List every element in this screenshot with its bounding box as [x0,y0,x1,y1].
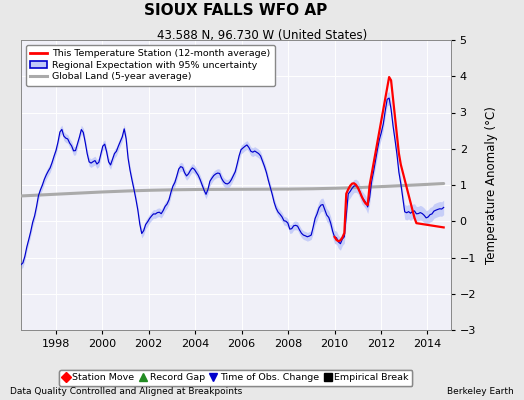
Y-axis label: Temperature Anomaly (°C): Temperature Anomaly (°C) [485,106,497,264]
Text: Berkeley Earth: Berkeley Earth [447,387,514,396]
Text: Data Quality Controlled and Aligned at Breakpoints: Data Quality Controlled and Aligned at B… [10,387,243,396]
Text: 43.588 N, 96.730 W (United States): 43.588 N, 96.730 W (United States) [157,29,367,42]
Legend: Station Move, Record Gap, Time of Obs. Change, Empirical Break: Station Move, Record Gap, Time of Obs. C… [59,370,412,386]
Title: SIOUX FALLS WFO AP: SIOUX FALLS WFO AP [144,3,328,18]
